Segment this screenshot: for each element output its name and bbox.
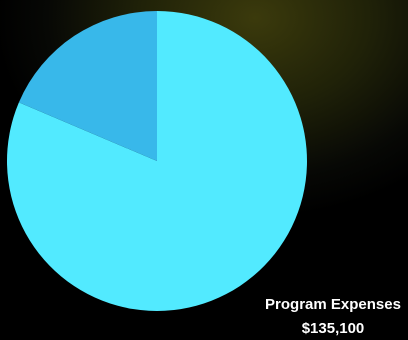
pie-slices: [6, 11, 307, 311]
slice-value-program-expenses: $135,100: [301, 320, 365, 337]
pie-slice-program-expenses: [6, 11, 307, 311]
slice-label-program-expenses: Program Expenses: [265, 296, 401, 313]
slice-callout: Program Expenses $135,100: [248, 293, 408, 340]
pie-slice-other-1: [18, 11, 157, 161]
